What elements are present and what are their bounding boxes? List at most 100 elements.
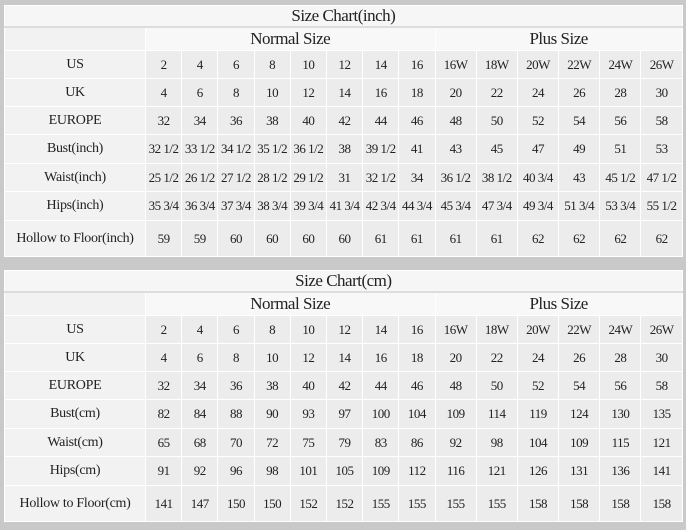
table-cell: 40 [289, 371, 327, 400]
table-cell: 62 [558, 220, 601, 257]
table-cell: 158 [640, 485, 683, 522]
table-cell: 150 [253, 485, 291, 522]
table-cell: 88 [217, 399, 255, 429]
table-cell: 56 [599, 371, 642, 400]
table-cell: 158 [516, 485, 560, 522]
table-cell: 55 1/2 [640, 191, 683, 221]
table-cell: 14 [362, 50, 400, 79]
table-cell: 60 [289, 220, 327, 257]
table-cell: 34 [181, 371, 219, 400]
table-cell: 10 [289, 50, 327, 79]
table-cell: 29 1/2 [289, 163, 327, 192]
table-cell: 112 [398, 456, 436, 486]
table-cell: 31 [325, 163, 364, 192]
table-cell: 16W [434, 315, 477, 344]
table-cell: 51 [599, 134, 642, 164]
table-cell: 53 3/4 [599, 191, 642, 221]
table-cell: 36 [217, 371, 255, 400]
table-cell: 38 [325, 134, 364, 164]
table-cell: 62 [640, 220, 683, 257]
table-cell: 82 [144, 399, 183, 429]
table-cell: 105 [325, 456, 364, 486]
table-cell: 62 [599, 220, 642, 257]
table-cell: 20W [516, 315, 560, 344]
table-cell: 101 [289, 456, 327, 486]
blank-corner [4, 26, 146, 51]
table-cell: 92 [434, 428, 477, 457]
table-cell: 24 [516, 343, 560, 372]
table-cell: 48 [434, 371, 477, 400]
table-cell: 14 [325, 78, 364, 107]
table-cell: 4 [181, 315, 219, 344]
table-cell: 26 1/2 [181, 163, 219, 192]
table-cell: 96 [217, 456, 255, 486]
table-cell: 45 1/2 [599, 163, 642, 192]
table-cell: 70 [217, 428, 255, 457]
table-cell: 130 [599, 399, 642, 429]
table-cell: 6 [217, 50, 255, 79]
table-cell: 150 [217, 485, 255, 522]
table-cell: 36 3/4 [181, 191, 219, 221]
table-cell: 45 3/4 [434, 191, 477, 221]
row-label: Hips(cm) [4, 456, 146, 486]
table-cell: 2 [144, 50, 183, 79]
table-cell: 58 [640, 106, 683, 135]
table-cell: 61 [434, 220, 477, 257]
table-row: Hollow to Floor(inch) 59 59 60 60 60 60 61 61 61 6… [4, 220, 683, 257]
table-cell: 52 [516, 371, 560, 400]
row-label: EUROPE [4, 371, 146, 400]
table-cell: 28 1/2 [253, 163, 291, 192]
table-cell: 155 [398, 485, 436, 522]
table-cell: 50 [475, 371, 518, 400]
table-cell: 42 [325, 371, 364, 400]
row-label: Hips(inch) [4, 191, 146, 221]
table-cell: 47 3/4 [475, 191, 518, 221]
table-cell: 97 [325, 399, 364, 429]
table-cell: 10 [289, 315, 327, 344]
table-cell: 91 [144, 456, 183, 486]
table-cell: 36 [217, 106, 255, 135]
table-cell: 50 [475, 106, 518, 135]
table-cell: 22W [558, 50, 601, 79]
table-cell: 61 [398, 220, 436, 257]
table-cell: 59 [144, 220, 183, 257]
table-cell: 12 [325, 50, 364, 79]
table-cell: 16 [362, 343, 400, 372]
table-cell: 51 3/4 [558, 191, 601, 221]
table-cell: 32 [144, 106, 183, 135]
table-cell: 115 [599, 428, 642, 457]
table-cell: 79 [325, 428, 364, 457]
table-cell: 32 1/2 [362, 163, 400, 192]
table-cell: 22W [558, 315, 601, 344]
table-cell: 26 [558, 78, 601, 107]
row-label: UK [4, 343, 146, 372]
row-label: Waist(inch) [4, 163, 146, 192]
row-label: UK [4, 78, 146, 107]
table-cell: 98 [475, 428, 518, 457]
table-cell: 86 [398, 428, 436, 457]
table-cell: 18W [475, 315, 518, 344]
table-row: Bust(cm) 82 84 88 90 93 97 100 104 109 114 119 124 13… [4, 399, 683, 429]
table-cell: 34 1/2 [217, 134, 255, 164]
table-cell: 53 [640, 134, 683, 164]
table-cell: 109 [434, 399, 477, 429]
table-row: Waist(inch) 25 1/2 26 1/2 27 1/2 28 1/2 29 1/… [4, 163, 683, 192]
table-cell: 32 1/2 [144, 134, 183, 164]
size-chart-inch: Size Chart(inch) Normal Size Plus Size US 2 4… [4, 5, 683, 257]
table-cell: 109 [362, 456, 400, 486]
table-cell: 52 [516, 106, 560, 135]
table-cell: 75 [289, 428, 327, 457]
table-cell: 39 1/2 [362, 134, 400, 164]
table-cell: 36 1/2 [434, 163, 477, 192]
table-cell: 26W [640, 50, 683, 79]
table-row: Bust(inch) 32 1/2 33 1/2 34 1/2 35 1/2 36 1/2… [4, 134, 683, 164]
table-cell: 36 1/2 [289, 134, 327, 164]
table-cell: 41 [398, 134, 436, 164]
table-cell: 104 [516, 428, 560, 457]
table-cell: 46 [398, 371, 436, 400]
table-cell: 155 [434, 485, 477, 522]
table-cell: 40 [289, 106, 327, 135]
table-cell: 92 [181, 456, 219, 486]
table-cell: 131 [558, 456, 601, 486]
plus-size-header: Plus Size [434, 291, 683, 316]
